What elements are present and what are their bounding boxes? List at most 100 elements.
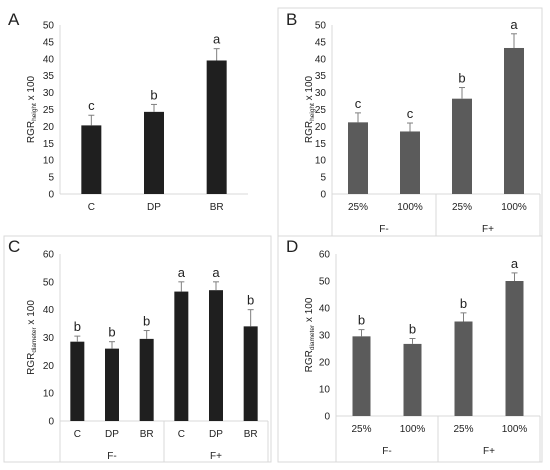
chart-b-x-tick-label: 25% (452, 202, 472, 213)
chart-panel-b: B 0 5 10 15 20 25 30 35 40 45 50 RGRheight x 100 c 25%… (277, 7, 543, 237)
chart-d-x-tick-label: 25% (351, 424, 371, 435)
chart-b-y-tick-label: 40 (315, 54, 327, 65)
chart-c-panel-letter: C (8, 237, 20, 256)
chart-b-x-tick-label: 100% (397, 202, 423, 213)
chart-b-y-tick-label: 5 (320, 173, 326, 184)
chart-a-significance-letter: c (88, 98, 95, 113)
chart-c-y-tick-label: 0 (48, 417, 54, 428)
chart-b-bar (348, 122, 368, 194)
chart-c-bar (209, 290, 223, 421)
chart-c-bar (139, 338, 154, 421)
chart-b-significance-letter: c (407, 106, 414, 121)
chart-a-x-tick-label: C (88, 202, 95, 213)
chart-c-significance-letter: b (108, 325, 115, 340)
chart-a-y-tick-label: 20 (43, 122, 55, 133)
chart-b-bar (400, 131, 420, 194)
chart-b-y-tick-label: 10 (315, 156, 327, 167)
chart-c-y-tick-label: 40 (43, 305, 55, 316)
chart-a-y-axis-label: RGRheight x 100 (26, 75, 38, 143)
chart-d-y-tick-label: 60 (319, 250, 331, 261)
chart-b-group-label: F- (379, 224, 388, 235)
chart-c-y-tick-label: 60 (43, 250, 55, 261)
chart-c-significance-letter: b (74, 319, 81, 334)
chart-c-significance-letter: b (247, 293, 254, 308)
chart-c-significance-letter: a (178, 265, 186, 280)
chart-b-y-tick-label: 20 (315, 122, 327, 133)
chart-b-x-tick-label: 100% (501, 202, 527, 213)
chart-d-significance-letter: b (358, 313, 365, 328)
chart-d-y-tick-label: 40 (319, 304, 331, 315)
chart-d-y-tick-label: 20 (319, 358, 331, 369)
chart-b-bar (504, 47, 524, 194)
chart-c-significance-letter: b (143, 314, 150, 329)
chart-d-bar (403, 343, 422, 416)
chart-a-y-tick-label: 5 (48, 173, 54, 184)
chart-b-group-label: F+ (482, 224, 494, 235)
chart-d-frame (277, 235, 543, 463)
chart-a-significance-letter: a (213, 32, 221, 47)
chart-c-y-tick-label: 30 (43, 333, 55, 344)
chart-d-significance-letter: b (460, 296, 467, 311)
chart-c-x-tick-label: C (74, 429, 81, 440)
chart-d-y-tick-label: 0 (324, 412, 330, 423)
chart-c-x-tick-label: DP (209, 429, 223, 440)
chart-d-x-tick-label: 25% (453, 424, 473, 435)
chart-b-y-tick-label: 30 (315, 88, 327, 99)
chart-b-y-tick-label: 50 (315, 21, 327, 32)
chart-c-y-tick-label: 10 (43, 389, 55, 400)
chart-a-x-tick-label: BR (210, 202, 224, 213)
chart-b-bar (452, 98, 472, 194)
chart-a-y-tick-label: 45 (43, 37, 55, 48)
chart-b-y-tick-label: 0 (320, 190, 326, 201)
chart-c-y-tick-label: 50 (43, 277, 55, 288)
chart-a-y-tick-label: 35 (43, 71, 55, 82)
chart-c-bar (243, 326, 258, 421)
chart-c-y-axis-label: RGRdiameter x 100 (26, 300, 38, 375)
chart-d-group-label: F- (382, 446, 391, 457)
chart-d-y-axis-label: RGRdiameter x 100 (304, 297, 316, 372)
chart-a-y-tick-label: 10 (43, 156, 55, 167)
chart-d-bar (505, 281, 524, 416)
chart-c-x-tick-label: C (178, 429, 185, 440)
chart-c-significance-letter: a (212, 265, 220, 280)
chart-panel-d: D 0 10 20 30 40 50 60 RGRdiameter x 100 b 25% b 100%… (277, 235, 543, 463)
chart-c-frame (3, 235, 272, 463)
chart-panel-c: C 0 10 20 30 40 50 60 RGRdiameter x 100 b Cb DP b BR a… (3, 235, 272, 463)
chart-c-y-tick-label: 20 (43, 361, 55, 372)
chart-b-y-tick-label: 45 (315, 37, 327, 48)
chart-d-significance-letter: b (409, 322, 416, 337)
chart-b-y-tick-label: 35 (315, 71, 327, 82)
chart-c-bar (105, 348, 119, 421)
chart-a-y-tick-label: 30 (43, 88, 55, 99)
chart-a-bar (144, 111, 164, 194)
chart-c-x-tick-label: BR (140, 429, 154, 440)
chart-c-bar (70, 341, 85, 421)
chart-d-group-label: F+ (483, 446, 495, 457)
chart-b-x-tick-label: 25% (348, 202, 368, 213)
chart-d-panel-letter: D (286, 237, 298, 256)
chart-b-y-tick-label: 25 (315, 105, 327, 116)
chart-a-y-tick-label: 25 (43, 105, 55, 116)
chart-a-bar (81, 125, 102, 194)
chart-b-significance-letter: c (355, 96, 362, 111)
chart-b-y-axis-label: RGRheight x 100 (304, 75, 316, 143)
chart-c-group-label: F- (107, 451, 116, 462)
chart-a-significance-letter: b (150, 87, 157, 102)
chart-d-significance-letter: a (511, 256, 519, 271)
chart-b-significance-letter: b (458, 71, 465, 86)
chart-a-panel-letter: A (8, 10, 20, 29)
chart-c-group-label: F+ (210, 451, 222, 462)
chart-d-y-tick-label: 50 (319, 277, 331, 288)
chart-panel-a: A 0 5 10 15 20 25 30 35 40 45 50 RGRheight x 100 c Cb D… (8, 10, 248, 213)
chart-d-x-tick-label: 100% (400, 424, 426, 435)
chart-b-significance-letter: a (510, 17, 518, 32)
chart-b-panel-letter: B (286, 10, 297, 29)
chart-a-y-tick-label: 50 (43, 21, 55, 32)
chart-a-y-tick-label: 15 (43, 139, 55, 150)
chart-d-bar (454, 321, 473, 416)
chart-c-x-tick-label: BR (244, 429, 258, 440)
chart-d-y-tick-label: 30 (319, 331, 331, 342)
chart-d-x-tick-label: 100% (502, 424, 528, 435)
chart-c-bar (174, 291, 189, 421)
